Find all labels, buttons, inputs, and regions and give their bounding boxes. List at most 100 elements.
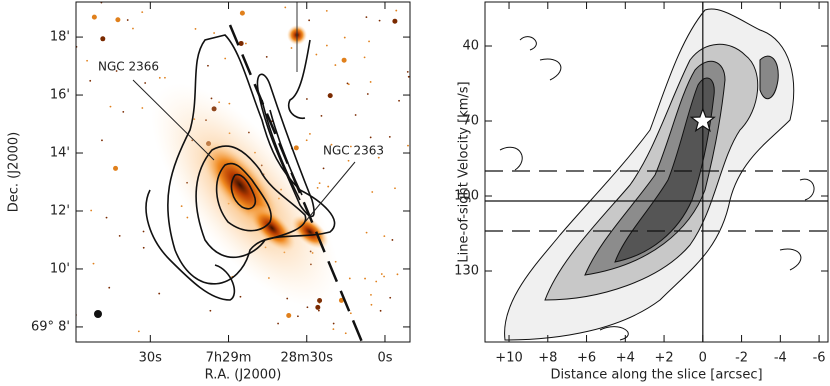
field-star (322, 167, 325, 170)
field-star (370, 293, 372, 296)
field-star (406, 70, 409, 73)
y-tick-label: 12' (50, 203, 70, 218)
field-star (305, 139, 308, 142)
field-star (383, 275, 385, 278)
field-star (407, 75, 410, 78)
y-axis-label: Line-of-sight Velocity [km/s] (457, 81, 472, 262)
x-tick-label: 0 (699, 351, 707, 366)
field-star (383, 235, 386, 237)
field-star (115, 70, 118, 72)
field-star (209, 309, 212, 312)
field-star (238, 40, 244, 46)
field-star (118, 234, 121, 237)
field-star (391, 239, 394, 241)
field-star (395, 9, 398, 12)
x-tick-label: +4 (616, 351, 635, 366)
field-star (194, 28, 197, 30)
field-star (245, 42, 247, 45)
y-tick-label: 70 (462, 114, 479, 129)
field-star (239, 10, 245, 16)
field-star (365, 231, 368, 234)
x-axis-label: Distance along the slice [arcsec] (550, 368, 762, 383)
field-star (306, 306, 309, 309)
y-tick-label: 69° 8' (31, 319, 70, 334)
field-star (317, 309, 320, 312)
field-star (277, 322, 279, 325)
y-tick-label: 14' (50, 146, 70, 161)
field-star (370, 303, 373, 306)
field-star (213, 32, 215, 34)
field-star (377, 156, 380, 159)
field-star (141, 11, 144, 14)
field-star (380, 273, 383, 275)
y-axis-label: Dec. (J2000) (7, 132, 22, 212)
field-star (338, 297, 344, 303)
field-star (180, 205, 183, 207)
field-star (327, 93, 333, 99)
y-tick-label: 10' (50, 261, 70, 276)
field-star (316, 186, 319, 189)
field-star (126, 19, 129, 21)
contour-level (759, 55, 779, 100)
field-star (325, 9, 328, 12)
field-star (315, 53, 318, 56)
field-star (365, 16, 368, 19)
field-star (332, 328, 335, 330)
field-star (90, 209, 93, 212)
field-star (286, 313, 292, 319)
x-tick-label: -2 (735, 351, 748, 366)
field-star (378, 19, 381, 22)
field-star (164, 76, 166, 79)
y-tick-label: 130 (454, 264, 479, 279)
galaxy-core (248, 204, 296, 252)
field-star (389, 296, 392, 299)
field-star (308, 19, 311, 22)
y-tick-label: 18' (50, 30, 70, 45)
field-star (92, 262, 95, 265)
field-star (371, 191, 374, 193)
field-star (101, 139, 103, 142)
field-star (364, 277, 366, 280)
x-tick-label: +8 (538, 351, 557, 366)
slit (228, 24, 364, 342)
field-star (363, 56, 366, 59)
field-star (332, 322, 335, 325)
field-star (186, 216, 189, 219)
field-star (89, 79, 92, 82)
field-star (108, 286, 111, 289)
field-star (309, 133, 311, 135)
x-tick-label: 28m30s (280, 351, 333, 366)
field-star (327, 185, 330, 188)
field-star (344, 332, 347, 335)
field-star (207, 64, 209, 67)
field-star (224, 57, 227, 60)
field-star (158, 292, 161, 295)
beam (94, 310, 102, 318)
field-star (122, 110, 125, 113)
field-star (142, 246, 145, 249)
field-star (158, 76, 161, 79)
field-star (142, 230, 145, 233)
field-star (86, 59, 88, 62)
contours (145, 34, 336, 301)
field-star (91, 14, 97, 20)
field-star (113, 165, 119, 171)
star-marker (689, 107, 716, 133)
field-star (330, 143, 333, 146)
contour-level (614, 77, 715, 263)
field-star (396, 273, 399, 276)
contour-noise (499, 36, 815, 341)
field-star (388, 135, 391, 138)
x-tick-label: +6 (577, 351, 596, 366)
x-tick-label: 7h29m (206, 351, 252, 366)
field-star (407, 144, 409, 147)
y-tick-label: 40 (462, 39, 479, 54)
field-star (394, 187, 396, 190)
field-star (105, 216, 108, 219)
field-star (109, 105, 112, 108)
field-star (392, 18, 398, 24)
field-star (297, 315, 299, 318)
field-star (375, 280, 378, 283)
field-star (349, 145, 352, 148)
